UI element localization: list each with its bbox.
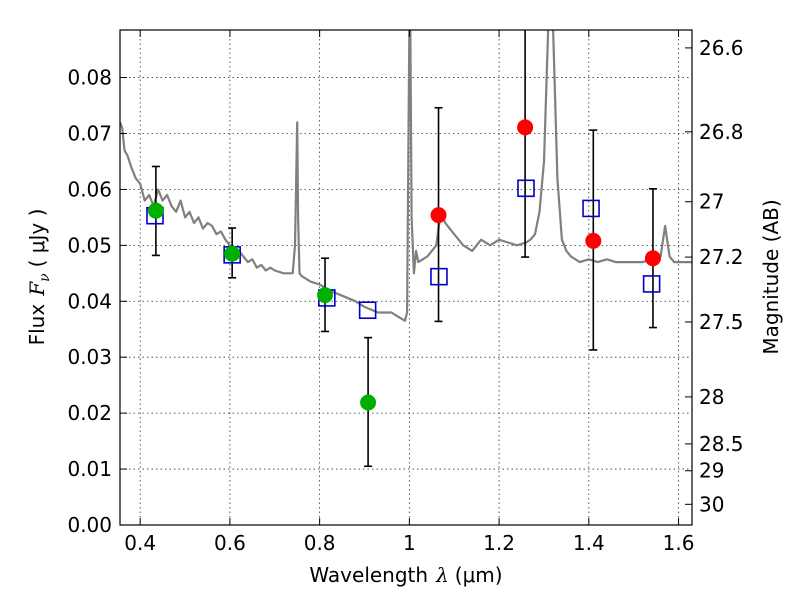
x-tick-label: 1.6 [663, 531, 695, 555]
y-tick-label: 0.01 [67, 457, 112, 481]
model-photometry-square [358, 301, 377, 320]
model-photometry-square [642, 275, 661, 293]
x-tick-label: 1 [403, 531, 416, 555]
y-tick-label: 0.04 [67, 289, 112, 313]
x-axis-label-main: Wavelength [309, 563, 428, 587]
axis-layer: 0.4 0.6 0.8 1 1.2 1.4 1.6 0.00 0.01 0.02 0.03 0.04 0… [67, 30, 744, 555]
y-axis-label-unit: ( μJy ) [25, 209, 49, 268]
model-photometry-square [430, 267, 448, 286]
y-axis-label-main: Flux [25, 304, 49, 346]
mag-tick-label: 26.6 [699, 36, 744, 60]
y2-axis-label: Magnitude (AB) [759, 199, 783, 354]
y-tick-label: 0.00 [67, 513, 112, 537]
y-tick-label: 0.02 [67, 401, 112, 425]
x-tick-label: 0.4 [124, 531, 156, 555]
data-point-red [644, 250, 661, 267]
data-point-green [224, 245, 241, 262]
y-axis-label-symbol: F [25, 281, 49, 297]
x-axis-label-unit: (μm) [455, 563, 503, 587]
mag-tick-label: 27.5 [699, 310, 744, 334]
plot-frame [119, 29, 693, 526]
data-point-red [430, 207, 447, 224]
data-point-green [147, 202, 164, 219]
x-tick-label: 0.8 [304, 531, 336, 555]
x-axis-label: Wavelength λ (μm) [309, 563, 502, 587]
mag-tick-label: 28.5 [699, 432, 744, 456]
data-point-red [517, 119, 534, 136]
x-tick-label: 1.4 [573, 531, 605, 555]
model-photometry-square [582, 199, 600, 218]
point-layer [146, 30, 661, 468]
model-spectrum-line [120, 30, 692, 322]
y-tick-label: 0.05 [67, 233, 112, 257]
model-photometry-square [517, 179, 535, 198]
mag-tick-label: 26.8 [699, 120, 744, 144]
y-axis-label: Flux Fν ( μJy ) [25, 209, 53, 346]
y-tick-label: 0.07 [67, 121, 112, 145]
mag-tick-label: 28 [699, 385, 724, 409]
y-axis-label-subscript: ν [37, 273, 53, 282]
mag-tick-label: 27 [699, 190, 724, 214]
data-point-green [360, 394, 377, 411]
data-point-red [585, 232, 602, 249]
y-tick-label: 0.03 [67, 345, 112, 369]
mag-tick-label: 30 [699, 492, 724, 516]
data-layer [120, 30, 692, 322]
x-axis-label-lambda: λ [435, 563, 449, 587]
y-tick-label: 0.08 [67, 66, 112, 90]
mag-tick-label: 29 [699, 459, 724, 483]
x-tick-label: 0.6 [214, 531, 246, 555]
x-tick-label: 1.2 [483, 531, 515, 555]
mag-tick-label: 27.2 [699, 245, 744, 269]
y-tick-label: 0.06 [67, 177, 112, 201]
data-point-green [317, 287, 334, 304]
